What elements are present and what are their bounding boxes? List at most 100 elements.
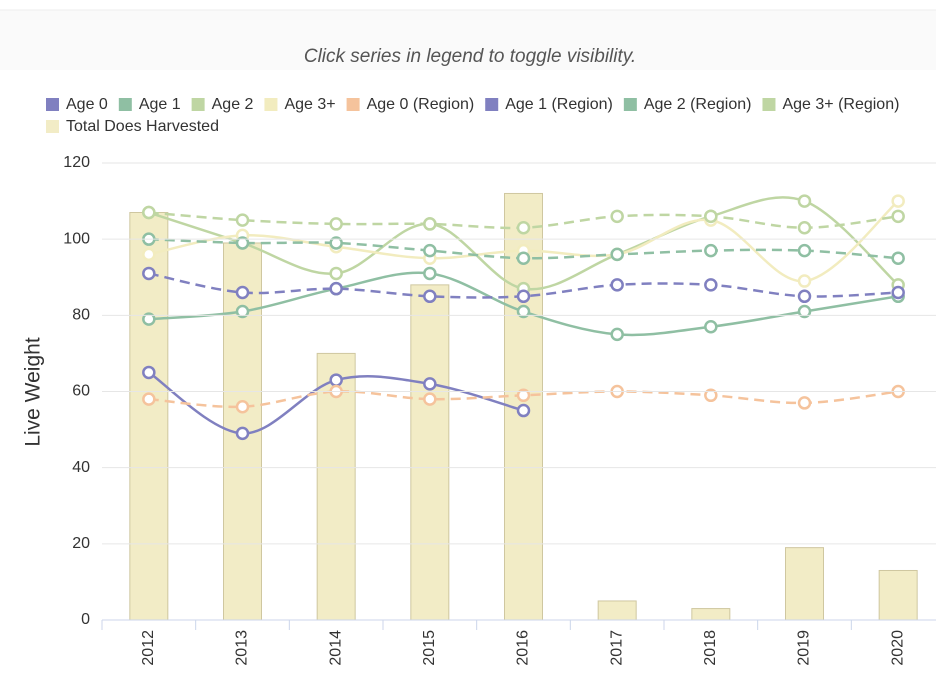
- point-marker: [235, 304, 250, 319]
- legend-swatch: [264, 98, 278, 111]
- point-marker: [329, 266, 343, 281]
- point-marker: [516, 289, 531, 304]
- bar: [785, 547, 824, 621]
- x-tick-label: 2016: [515, 630, 532, 666]
- x-tick-label: 2019: [796, 630, 813, 666]
- legend-swatch: [46, 120, 59, 133]
- point-marker: [610, 327, 624, 342]
- point-marker: [797, 243, 812, 258]
- point-marker: [797, 304, 812, 319]
- point-marker: [610, 247, 624, 262]
- legend-item[interactable]: Total Does Harvested: [46, 118, 219, 135]
- point-marker: [142, 205, 156, 220]
- point-marker: [797, 274, 812, 288]
- legend-label: Age 0: [66, 96, 108, 113]
- legend-swatch: [623, 98, 637, 111]
- legend-label: Age 0 (Region): [367, 96, 475, 113]
- legend-swatch: [118, 98, 132, 111]
- bar: [597, 600, 637, 621]
- point-marker: [235, 399, 250, 414]
- point-marker: [142, 365, 156, 380]
- point-marker: [704, 243, 718, 258]
- point-marker: [235, 213, 250, 227]
- point-marker: [516, 304, 531, 319]
- point-marker: [516, 403, 531, 418]
- point-marker: [704, 278, 718, 292]
- legend-label: Age 1 (Region): [505, 96, 613, 113]
- point-marker: [797, 289, 812, 304]
- legend-item[interactable]: Age 1: [118, 96, 181, 113]
- bar: [129, 212, 169, 621]
- legend-item[interactable]: Age 3+ (Region): [762, 96, 899, 113]
- x-tick-label: 2017: [608, 630, 625, 666]
- point-marker: [142, 266, 156, 281]
- point-marker: [891, 209, 905, 224]
- bar: [691, 608, 731, 621]
- point-marker: [423, 377, 437, 391]
- x-tick-label: 2014: [327, 630, 344, 666]
- x-tick-label: 2018: [702, 630, 719, 666]
- point-marker: [423, 243, 437, 258]
- point-marker: [329, 217, 343, 231]
- bar: [878, 569, 918, 621]
- y-tick-label: 120: [63, 154, 90, 171]
- y-axis-title: Live Weight: [22, 337, 45, 447]
- point-marker: [891, 251, 905, 265]
- y-tick-label: 60: [72, 383, 90, 400]
- y-tick-label: 80: [72, 307, 90, 324]
- legend-swatch: [762, 98, 776, 111]
- x-tick-label: 2020: [889, 630, 906, 666]
- legend-item[interactable]: Age 1 (Region): [485, 96, 613, 113]
- legend-label: Age 2 (Region): [644, 96, 752, 113]
- point-marker: [891, 285, 905, 300]
- x-tick-label: 2015: [421, 630, 438, 666]
- point-marker: [797, 220, 812, 235]
- legend-label: Age 3+: [284, 96, 335, 113]
- legend-label: Age 2: [212, 96, 254, 113]
- series-line: [148, 200, 899, 283]
- y-tick-label: 100: [63, 230, 90, 247]
- point-marker: [423, 217, 437, 231]
- point-marker: [516, 251, 531, 265]
- point-marker: [142, 392, 156, 406]
- x-tick-label: 2012: [140, 630, 157, 666]
- point-marker: [235, 285, 250, 300]
- legend-item[interactable]: Age 3+: [264, 96, 336, 113]
- point-marker: [329, 236, 343, 250]
- legend-item[interactable]: Age 0 (Region): [346, 96, 475, 113]
- point-marker: [704, 388, 718, 403]
- legend-swatch: [191, 98, 205, 111]
- y-tick-label: 40: [72, 459, 90, 476]
- x-tick-label: 2013: [234, 630, 251, 666]
- point-marker: [423, 289, 437, 304]
- note-panel: [0, 10, 936, 70]
- point-marker: [142, 247, 156, 262]
- point-marker: [142, 312, 156, 326]
- point-marker: [423, 392, 437, 406]
- bar: [410, 284, 450, 621]
- legend-swatch: [46, 98, 59, 111]
- legend-label: Age 1: [139, 96, 181, 113]
- legend-swatch: [485, 98, 499, 111]
- point-marker: [891, 194, 905, 208]
- point-marker: [235, 426, 250, 441]
- legend-item[interactable]: Age 0: [46, 96, 108, 113]
- point-marker: [235, 236, 250, 250]
- point-marker: [704, 320, 718, 334]
- legend-item[interactable]: Age 2: [191, 96, 254, 113]
- y-tick-label: 20: [72, 535, 90, 552]
- legend-item[interactable]: Age 2 (Region): [623, 96, 752, 113]
- point-marker: [704, 209, 718, 224]
- legend-swatch: [346, 98, 360, 111]
- point-marker: [423, 266, 437, 281]
- legend-label: Age 3+ (Region): [782, 96, 899, 113]
- point-marker: [797, 194, 812, 208]
- point-marker: [329, 281, 343, 296]
- point-marker: [516, 220, 531, 235]
- legend-label: Total Does Harvested: [66, 118, 219, 135]
- point-marker: [610, 209, 624, 224]
- y-tick-label: 0: [81, 611, 90, 628]
- legend-note: Click series in legend to toggle visibil…: [304, 46, 636, 67]
